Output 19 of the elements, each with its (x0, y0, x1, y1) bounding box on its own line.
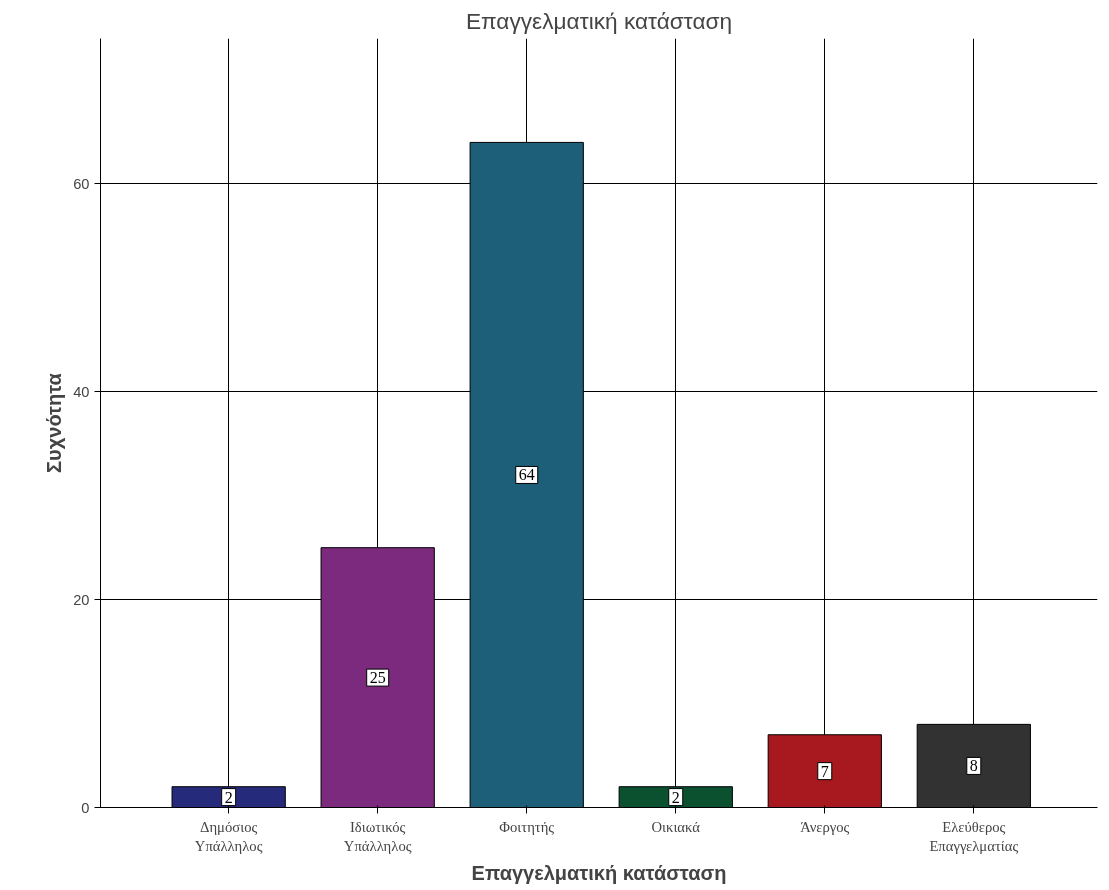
y-tick-label: 0 (81, 799, 90, 816)
data-label: 2 (224, 788, 233, 806)
data-label: 2 (671, 788, 680, 806)
x-axis-title: Επαγγελματική κατάσταση (471, 861, 727, 884)
x-tick-label: Φοιτητής (499, 818, 555, 835)
x-tick-label: Ελεύθερος Επαγγελματίας (929, 818, 1019, 854)
y-tick-label: 60 (73, 175, 90, 192)
x-tick-label: Οικιακά (651, 818, 701, 835)
y-tick-label: 40 (73, 383, 90, 400)
chart-title: Επαγγελματική κατάσταση (465, 7, 733, 34)
data-label: 25 (369, 669, 386, 687)
x-tick-label: Άνεργος (800, 818, 850, 835)
data-label: 64 (518, 466, 535, 484)
x-tick-label: Ιδιωτικός Υπάλληλος (343, 818, 412, 854)
y-tick-label: 20 (73, 591, 90, 608)
data-label: 7 (820, 762, 829, 780)
data-label: 8 (969, 757, 978, 775)
x-tick-label: Δημόσιος Υπάλληλος (194, 818, 263, 854)
y-axis-title: Συχνότητα (43, 372, 66, 473)
